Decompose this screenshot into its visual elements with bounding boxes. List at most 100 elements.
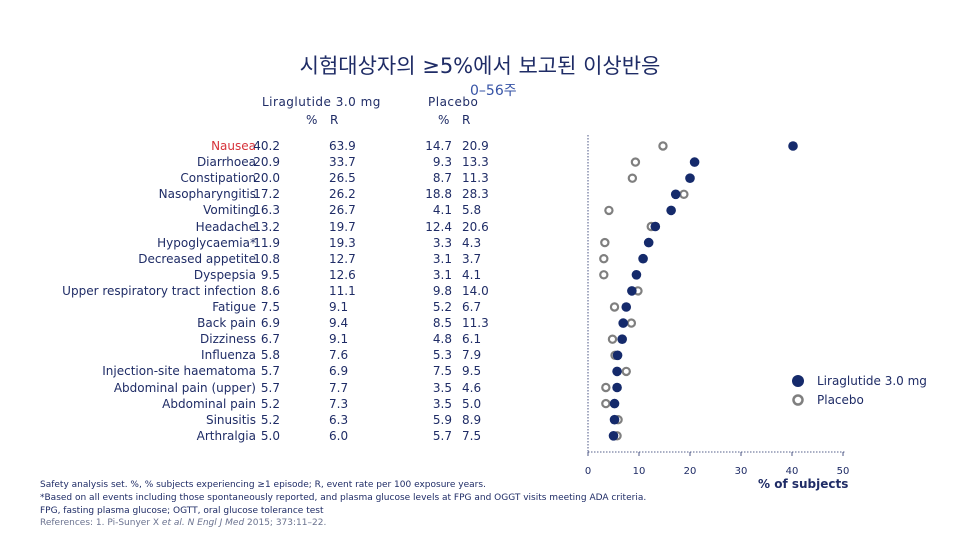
placebo-pct-value: 5.9 <box>432 412 452 427</box>
placebo-point <box>601 382 611 393</box>
placebo-rate-value: 4.1 <box>462 267 482 282</box>
chart-title: 시험대상자의 ≥5%에서 보고된 이상반응 <box>299 54 661 78</box>
liraglutide-point <box>643 237 654 248</box>
placebo-pct-value: 7.5 <box>432 364 452 379</box>
row-label: Fatigue <box>212 300 256 314</box>
legend-liraglutide-label: Liraglutide 3.0 mg <box>817 374 927 388</box>
liraglutide-rate-value: 33.7 <box>329 155 356 170</box>
placebo-point <box>599 270 609 280</box>
row-label: Arthralgia <box>196 428 256 443</box>
placebo-pct-value: 5.3 <box>432 348 452 363</box>
row-label: Headache <box>195 219 256 234</box>
reference-suffix: 2015; 373:11–22. <box>244 518 327 528</box>
liraglutide-pct-value: 5.0 <box>260 428 280 443</box>
placebo-pct-value: 8.5 <box>432 316 452 331</box>
liraglutide-column-header: Liraglutide 3.0 mg <box>262 95 381 109</box>
row-label: Abdominal pain <box>162 396 256 411</box>
liraglutide-point <box>612 350 623 361</box>
placebo-rate-value: 5.8 <box>462 203 482 218</box>
liraglutide-rate-header: R <box>330 113 339 127</box>
liraglutide-point <box>670 189 681 200</box>
legend-placebo-label: Placebo <box>817 393 864 407</box>
liraglutide-rate-value: 12.6 <box>329 267 356 282</box>
placebo-pct-value: 3.1 <box>432 267 452 282</box>
row-label: Diarrhoea <box>196 155 256 170</box>
placebo-pct-value: 9.3 <box>432 155 452 170</box>
footnote-reference: References: 1. Pi-Sunyer X et al. N Engl… <box>40 518 326 528</box>
liraglutide-pct-value: 5.7 <box>260 364 280 379</box>
placebo-rate-value: 5.0 <box>462 396 482 411</box>
liraglutide-rate-value: 6.0 <box>329 428 349 443</box>
row-label: Dyspepsia <box>193 267 256 282</box>
liraglutide-rate-value: 7.7 <box>329 380 349 395</box>
x-tick-label: 40 <box>786 466 799 477</box>
placebo-point <box>630 157 641 167</box>
placebo-point <box>607 334 618 344</box>
liraglutide-pct-value: 9.5 <box>260 267 280 282</box>
liraglutide-pct-value: 5.2 <box>260 412 280 427</box>
liraglutide-point <box>685 173 695 183</box>
liraglutide-rate-value: 19.3 <box>329 235 356 250</box>
placebo-rate-value: 28.3 <box>462 187 489 202</box>
liraglutide-pct-value: 13.2 <box>253 219 280 234</box>
row-label: Decreased appetite <box>138 251 256 266</box>
liraglutide-pct-value: 5.7 <box>260 380 280 395</box>
placebo-point <box>609 302 620 312</box>
placebo-rate-value: 3.7 <box>462 251 482 266</box>
liraglutide-rate-value: 26.7 <box>329 203 356 218</box>
liraglutide-pct-value: 11.9 <box>253 235 280 250</box>
placebo-rate-header: R <box>462 113 471 127</box>
liraglutide-pct-header: % <box>306 113 318 127</box>
liraglutide-rate-value: 26.2 <box>329 187 356 202</box>
placebo-rate-value: 11.3 <box>462 316 489 331</box>
liraglutide-pct-value: 10.8 <box>253 251 280 266</box>
liraglutide-pct-value: 16.3 <box>253 203 280 218</box>
placebo-column-header: Placebo <box>428 95 479 109</box>
footnote-abbreviations: Safety analysis set. %, % subjects exper… <box>40 480 486 490</box>
placebo-pct-value: 4.8 <box>432 332 452 347</box>
placebo-pct-value: 9.8 <box>432 283 452 298</box>
liraglutide-rate-value: 9.4 <box>329 316 349 331</box>
liraglutide-rate-value: 11.1 <box>329 283 356 298</box>
row-label: Influenza <box>201 348 256 363</box>
placebo-point <box>601 398 611 409</box>
placebo-rate-value: 8.9 <box>462 412 482 427</box>
placebo-pct-value: 12.4 <box>425 219 452 234</box>
liraglutide-point <box>650 221 661 232</box>
x-tick-label: 10 <box>633 466 646 477</box>
liraglutide-point <box>609 398 620 409</box>
placebo-rate-value: 9.5 <box>462 364 482 379</box>
placebo-point <box>600 237 610 248</box>
liraglutide-point <box>666 205 676 216</box>
placebo-rate-value: 4.3 <box>462 235 482 250</box>
row-label: Upper respiratory tract infection <box>62 283 256 298</box>
liraglutide-pct-value: 40.2 <box>253 139 280 153</box>
placebo-pct-value: 3.5 <box>432 380 452 395</box>
placebo-point <box>626 318 637 328</box>
footnote-fpg: FPG, fasting plasma glucose; OGTT, oral … <box>40 506 324 516</box>
legend-liraglutide-marker <box>792 375 804 387</box>
placebo-pct-value: 8.7 <box>432 171 452 186</box>
x-tick-label: 30 <box>735 466 748 477</box>
liraglutide-pct-value: 17.2 <box>253 187 280 202</box>
row-label: Nausea <box>211 139 256 153</box>
liraglutide-pct-value: 7.5 <box>260 300 280 314</box>
liraglutide-rate-value: 6.9 <box>329 364 349 379</box>
placebo-pct-value: 4.1 <box>432 203 452 218</box>
liraglutide-rate-value: 26.5 <box>329 171 356 186</box>
placebo-point <box>621 366 631 377</box>
placebo-rate-value: 20.9 <box>462 139 489 153</box>
footnote-hypoglycaemia: *Based on all events including those spo… <box>40 493 647 503</box>
x-axis-label: % of subjects <box>758 477 849 491</box>
placebo-rate-value: 6.1 <box>462 332 482 347</box>
liraglutide-rate-value: 6.3 <box>329 412 349 427</box>
row-label: Vomiting <box>203 203 256 218</box>
reference-journal: et al. N Engl J Med <box>161 518 245 528</box>
placebo-rate-value: 14.0 <box>462 283 489 298</box>
placebo-point <box>599 254 609 264</box>
liraglutide-rate-value: 12.7 <box>329 251 356 266</box>
liraglutide-rate-value: 9.1 <box>329 300 349 314</box>
placebo-pct-value: 3.1 <box>432 251 452 266</box>
liraglutide-point <box>608 431 619 441</box>
